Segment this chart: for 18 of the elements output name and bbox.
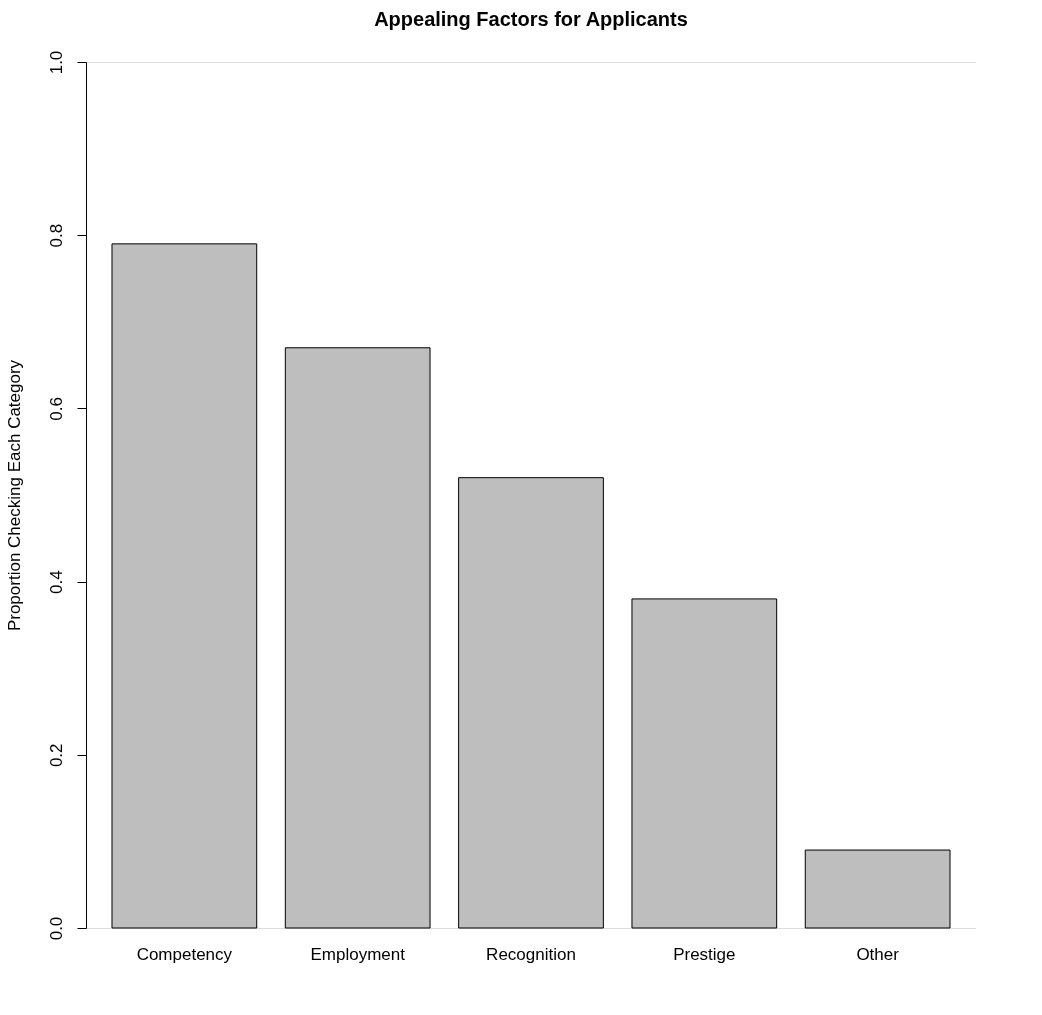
bar (631, 598, 778, 929)
y-axis-title: Proportion Checking Each Category (4, 359, 24, 632)
y-tick-label: 0.8 (46, 223, 66, 248)
bar (804, 849, 951, 929)
x-tick-label: Competency (136, 944, 233, 964)
x-tick-label: Employment (310, 944, 406, 964)
y-tick-label: 0.6 (46, 397, 66, 421)
x-tick-label: Recognition (486, 944, 576, 964)
bar (284, 347, 431, 929)
y-tick-label: 1.0 (46, 50, 66, 75)
x-tick-label: Prestige (673, 944, 736, 964)
chart-title: Appealing Factors for Applicants (374, 8, 688, 31)
bar (111, 243, 258, 929)
x-tick-label: Other (856, 944, 900, 964)
bar (458, 477, 604, 929)
y-tick-label: 0.2 (46, 743, 66, 768)
y-tick-label: 0.4 (46, 570, 66, 594)
y-tick-label: 0.0 (46, 916, 66, 941)
